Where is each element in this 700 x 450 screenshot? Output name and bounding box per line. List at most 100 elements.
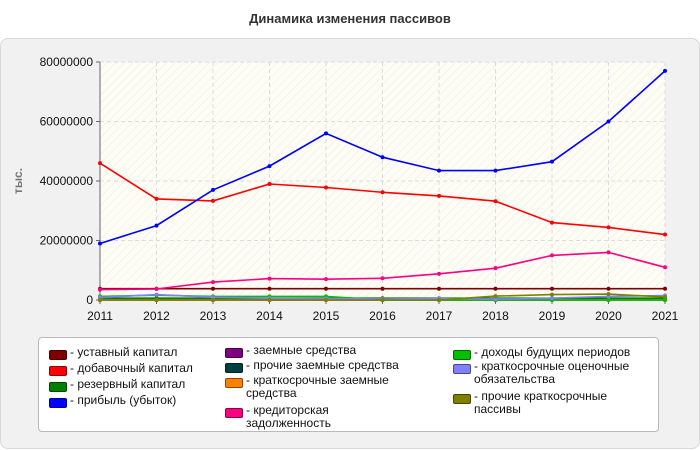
legend-label: кредиторская задолженность (246, 404, 413, 430)
legend-item[interactable]: прочие заемные средства (225, 359, 413, 373)
data-point (493, 168, 498, 173)
legend-item[interactable]: уставный капитал (49, 346, 219, 360)
legend-swatch (453, 364, 471, 374)
data-point (324, 277, 328, 282)
y-tick-labels: 0 20000000 40000000 60000000 80000000 (40, 55, 100, 307)
legend-item[interactable]: заемные средства (225, 344, 413, 358)
data-point (493, 286, 498, 291)
y-tick-label: 80000000 (40, 55, 94, 69)
data-point (493, 266, 498, 271)
data-point (437, 298, 441, 302)
legend-swatch (49, 350, 67, 360)
data-point (550, 292, 554, 297)
legend-label: прибыль (убыток) (70, 394, 176, 407)
legend-swatch (225, 348, 243, 358)
y-tick-label: 60000000 (40, 115, 94, 129)
legend-swatch (225, 378, 243, 388)
x-tick-labels: 2011 2012 2013 2014 2015 2016 2017 2018 2019 2020… (87, 300, 679, 323)
legend-swatch (49, 382, 67, 392)
legend-swatch (453, 394, 471, 404)
data-point (324, 185, 328, 190)
y-axis-label: тыс. (11, 168, 25, 194)
data-point (267, 286, 272, 291)
x-tick-label: 2012 (143, 309, 170, 323)
data-point (663, 295, 667, 300)
data-point (211, 298, 215, 302)
legend-item[interactable]: доходы будущих периодов (453, 346, 653, 360)
data-point (606, 286, 611, 291)
series-кредиторская задолженность (98, 250, 667, 292)
data-point (437, 271, 441, 276)
data-point (98, 287, 102, 292)
gridlines (100, 61, 666, 300)
data-point (98, 161, 102, 166)
legend-swatch (49, 398, 67, 408)
data-point (493, 297, 498, 302)
data-point (493, 199, 498, 204)
legend-item[interactable]: краткосрочные заемные средства (225, 374, 413, 400)
legend-label: прочие заемные средства (246, 359, 398, 372)
data-point (267, 276, 272, 281)
legend-label: краткосрочные заемные средства (246, 374, 413, 400)
legend-swatch (225, 408, 243, 418)
x-tick-label: 2013 (200, 309, 227, 323)
x-tick-label: 2017 (426, 309, 453, 323)
chart-title: Динамика изменения пассивов (249, 11, 451, 26)
legend-label: прочие краткосрочные пассивы (474, 390, 653, 416)
data-point (380, 190, 385, 195)
series-прибыль (убыток) (98, 68, 667, 246)
data-point (663, 298, 667, 302)
legend-label: заемные средства (246, 344, 356, 357)
data-point (437, 168, 441, 173)
y-tick-label: 40000000 (40, 174, 94, 188)
legend-swatch (453, 350, 471, 360)
data-point (606, 250, 611, 255)
data-point (324, 131, 328, 136)
data-point (267, 298, 272, 302)
legend-label: добавочный капитал (70, 362, 193, 375)
data-point (663, 265, 667, 270)
data-point (550, 286, 554, 291)
data-point (493, 294, 498, 299)
x-tick-label: 2018 (482, 309, 509, 323)
y-tick-label: 0 (86, 293, 93, 307)
data-point (324, 298, 328, 302)
legend-label: уставный капитал (70, 346, 177, 359)
legend-item[interactable]: добавочный капитал (49, 362, 219, 376)
data-point (606, 225, 611, 230)
legend-swatch (225, 363, 243, 373)
x-tick-label: 2014 (256, 309, 283, 323)
data-point (606, 119, 611, 124)
y-tick-label: 20000000 (40, 234, 94, 248)
data-point (98, 298, 102, 302)
legend: уставный капитал добавочный капитал резерв… (38, 337, 659, 432)
data-point (211, 198, 215, 203)
legend-label: резервный капитал (70, 378, 185, 391)
data-point (267, 164, 272, 169)
data-point (663, 232, 667, 237)
data-point (550, 159, 554, 164)
data-point (98, 241, 102, 246)
legend-item[interactable]: краткосрочные оценочные обязательства (453, 360, 653, 386)
data-point (154, 292, 159, 297)
data-point (437, 193, 441, 198)
legend-label: доходы будущих периодов (474, 346, 630, 359)
data-point (437, 286, 441, 291)
data-point (380, 276, 385, 281)
legend-item[interactable]: резервный капитал (49, 378, 219, 392)
series-прочие краткосрочные пассивы (98, 292, 667, 302)
data-point (380, 286, 385, 291)
x-tick-label: 2020 (595, 309, 622, 323)
legend-item[interactable]: прибыль (убыток) (49, 394, 219, 408)
data-point (606, 292, 611, 297)
legend-swatch (49, 366, 67, 376)
data-point (550, 220, 554, 225)
data-point (154, 286, 159, 291)
data-point (663, 68, 667, 73)
x-tick-label: 2016 (369, 309, 396, 323)
legend-item[interactable]: кредиторская задолженность (225, 404, 413, 430)
data-point (324, 286, 328, 291)
legend-item[interactable]: прочие краткосрочные пассивы (453, 390, 653, 416)
x-tick-label: 2015 (313, 309, 340, 323)
